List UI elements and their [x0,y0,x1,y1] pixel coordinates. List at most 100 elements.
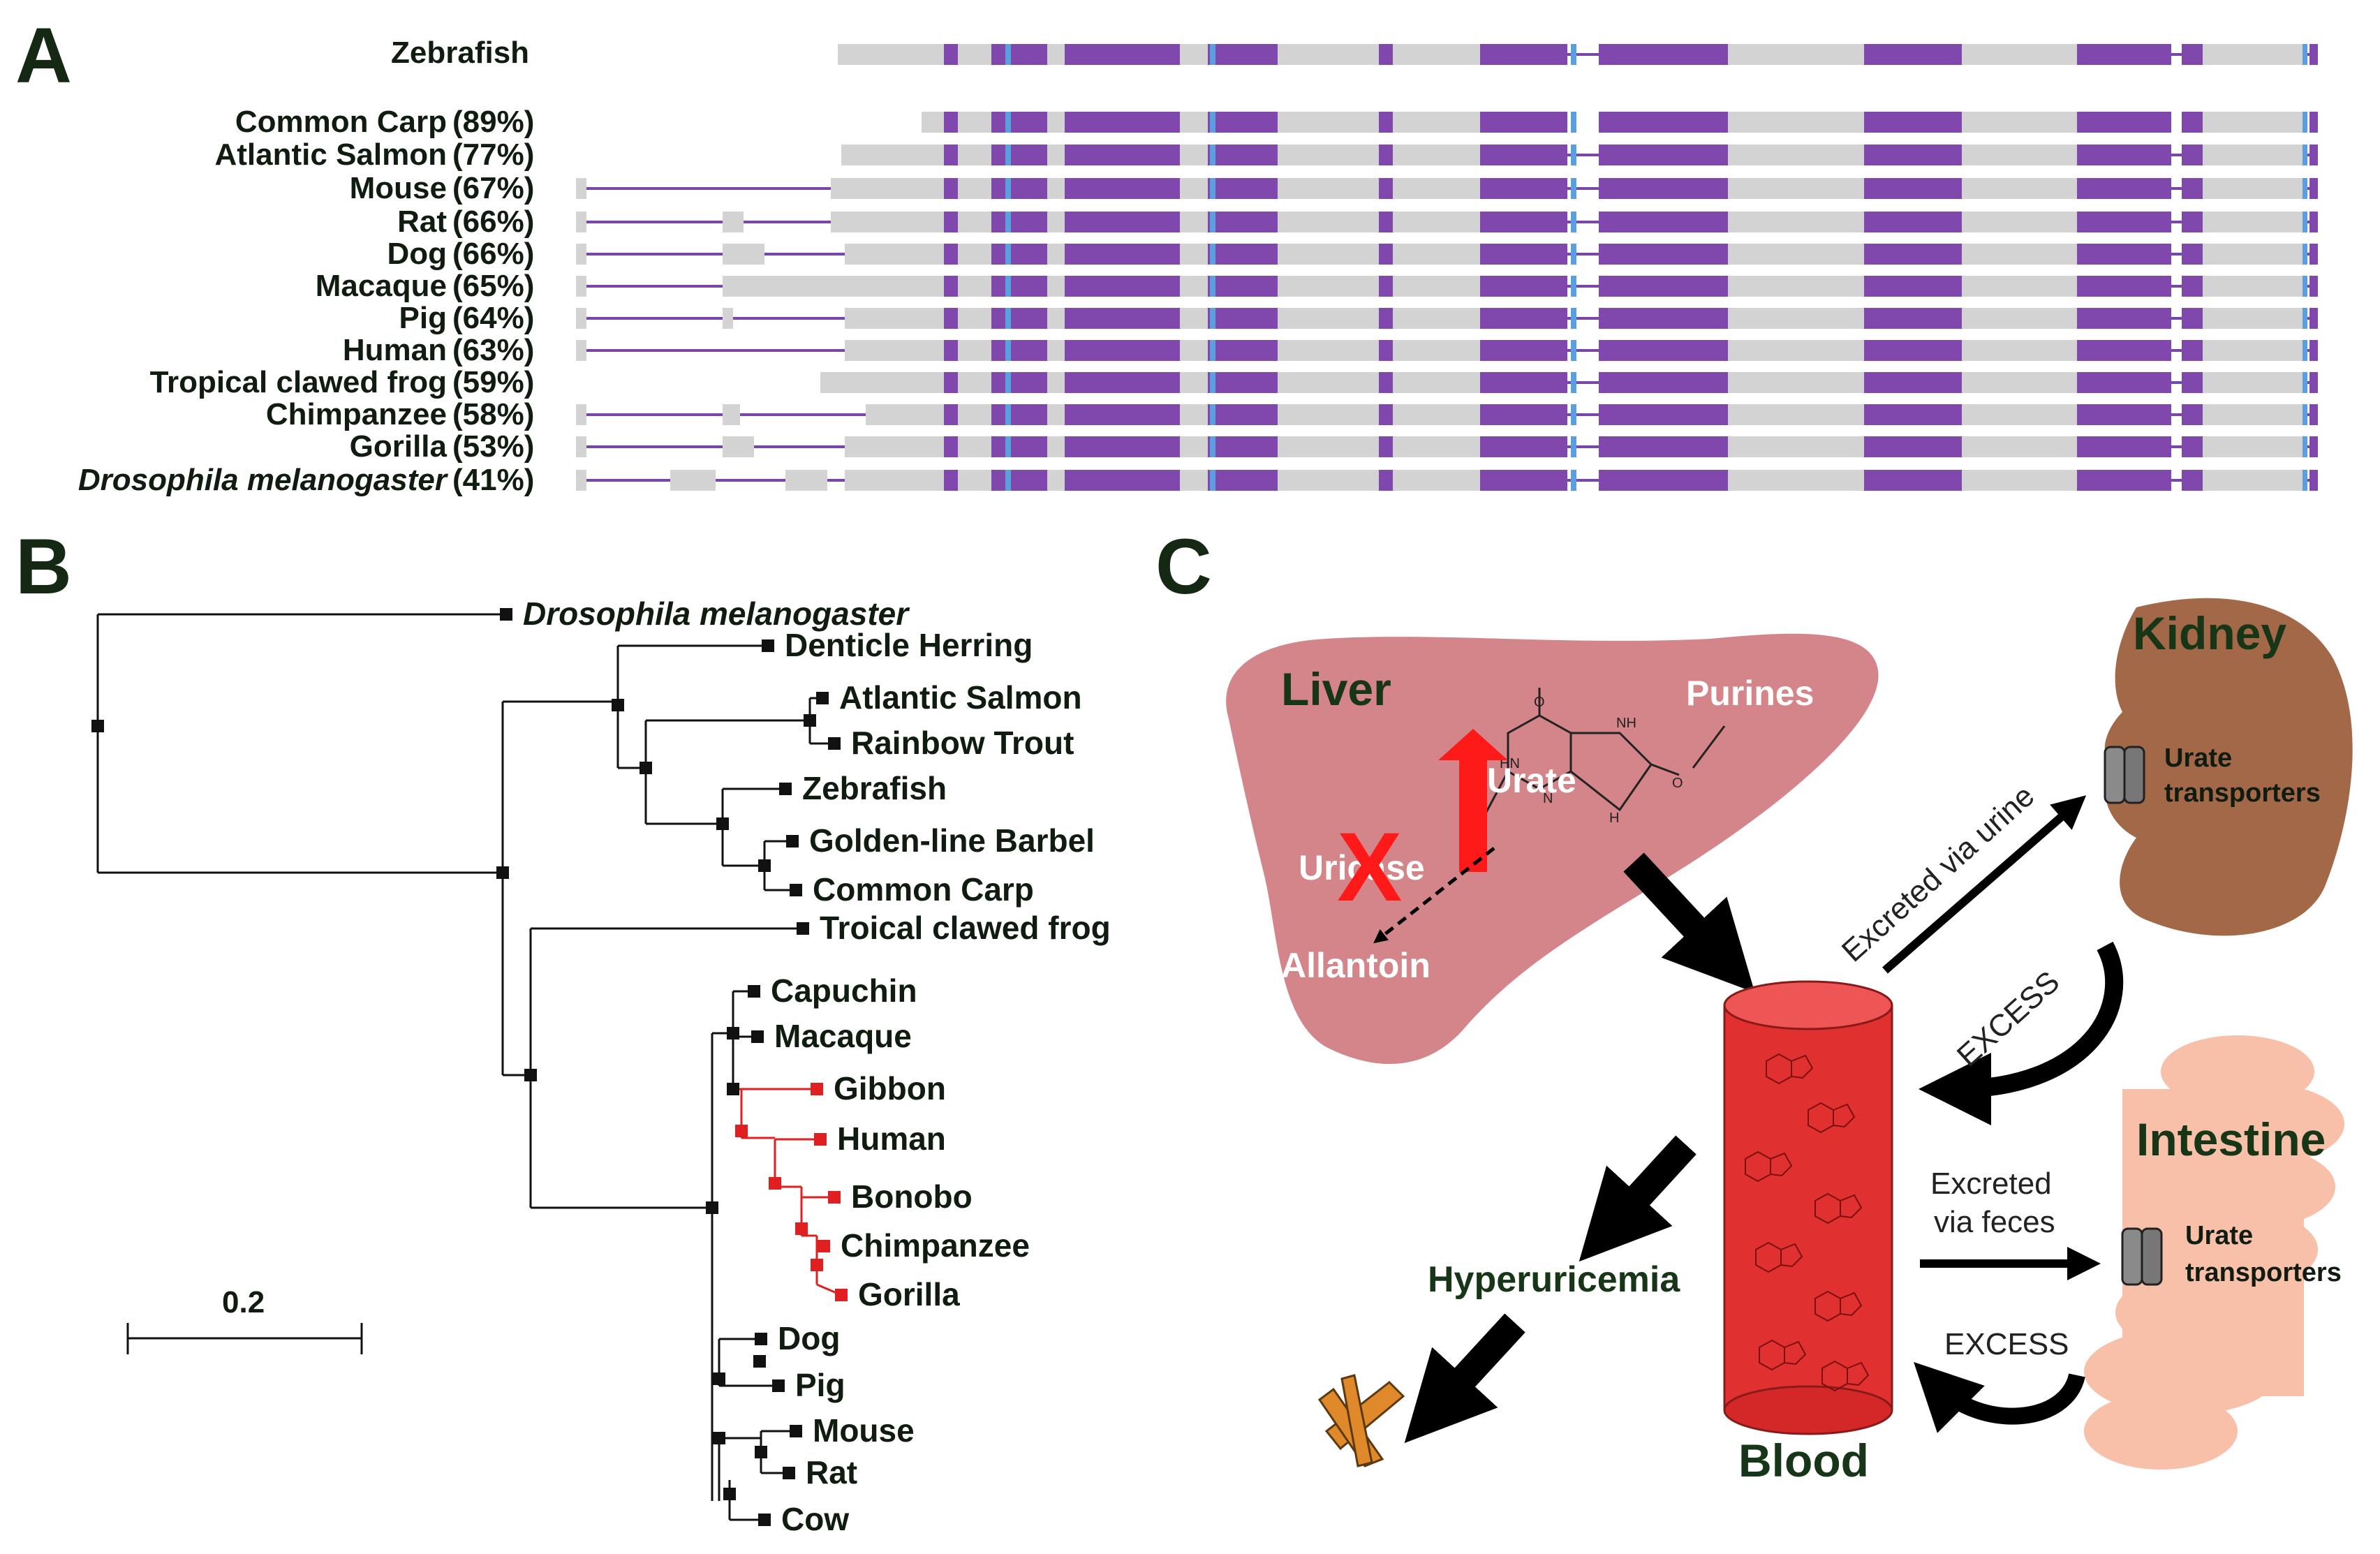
hyperuricemia-to-joint-arrow [1404,1313,1525,1444]
alignment-row [820,372,2318,393]
tree-taxon-label: Golden-line Barbel [809,822,1095,859]
tree-node [727,1083,739,1095]
species-identity-pct: (59%) [452,365,534,399]
tree-taxon-label: Drosophila melanogaster [523,595,910,632]
species-identity-pct: (58%) [452,397,534,431]
tree-node [828,737,841,750]
species-name: Atlantic Salmon [215,138,448,172]
intestine-urate-transporter-icon [2121,1227,2163,1286]
tree-node [790,1425,802,1437]
species-identity-pct: (53%) [452,429,534,464]
tree-taxon-label: Rainbow Trout [851,725,1074,761]
intestine-transporters-line2: transporters [2185,1258,2342,1287]
alignment-rows [576,44,2318,491]
intestine-label: Intestine [2136,1113,2326,1165]
alignment-row [576,308,2318,329]
tree-taxon-label: Bonobo [851,1178,973,1215]
species-identity-pct: (67%) [452,171,534,205]
species-name: Gorilla [350,429,448,464]
species-name: Common Carp [235,105,447,139]
tree-taxon-label: Common Carp [813,871,1034,908]
species-name: Tropical clawed frog [150,365,447,399]
kidney-excess-arrow [1919,941,2124,1125]
blood-vessel [1723,980,1893,1435]
alignment-row [576,404,2318,425]
tree-node [816,692,829,704]
tree-node [496,866,509,879]
blood-label: Blood [1738,1435,1869,1486]
alignment-row [922,112,2318,133]
urate-label: Urate [1487,761,1576,800]
intestine-excess-arrow [1914,1362,2085,1433]
uricase-label: Uricase [1299,848,1425,887]
tree-node [748,985,760,998]
intestine-shape [2084,1035,2344,1470]
tree-taxon-label: Rat [806,1454,857,1490]
tree-node [804,714,816,727]
tree-node [811,1083,823,1095]
kidney-transporters-line1: Urate [2164,743,2232,773]
svg-text:NH: NH [1616,716,1636,731]
excreted-feces-line2: via feces [1934,1205,2055,1239]
uricase-blocked-cross: X [1337,812,1402,922]
tree-node [755,1333,767,1345]
tree-node [706,1201,718,1214]
tree-taxon-label: Zebrafish [802,770,947,806]
tree-node [818,1240,830,1252]
urate-molecule [1479,688,1726,824]
dashed-arrow [1373,847,1495,944]
increase-arrow [1438,729,1508,872]
tree-node [91,720,104,732]
tree-node [723,1488,736,1500]
species-name: Macaque [316,269,447,303]
liver-shape [1226,633,1879,1064]
tree-taxon-label: Capuchin [771,972,917,1009]
tree-node [835,1289,848,1301]
alignment-row [576,470,2318,491]
species-name: Human [343,333,447,367]
svg-text:O: O [1672,776,1683,791]
species-identity-pct: (63%) [452,333,534,367]
tree-node [753,1355,766,1368]
alignment-row [576,244,2318,265]
alignment-row [576,340,2318,361]
panel-c-letter: C [1155,523,1212,610]
tree-taxon-label: Dog [778,1320,840,1356]
kidney-shape [2104,598,2353,936]
alignment-row [576,276,2318,297]
tree-node [795,1222,808,1235]
species-name: Drosophila melanogaster [78,463,449,497]
species-name: Pig [399,301,447,335]
tree-node [758,1514,771,1526]
alignment-row [576,178,2318,199]
tree-node [758,859,771,872]
liver-label: Liver [1281,663,1391,715]
kidney-urate-transporter-icon [2104,746,2145,804]
tree-node [751,1030,764,1043]
intestine-excess-label: EXCESS [1944,1327,2069,1361]
tree-taxon-label: Gorilla [858,1276,960,1312]
svg-text:O: O [1534,695,1545,710]
allantoin-label: Allantoin [1281,946,1431,985]
panel-a-letter: A [15,12,72,99]
excreted-feces-line1: Excreted [1930,1167,2052,1201]
tree-node [716,817,729,830]
species-name: Rat [397,205,447,239]
panel-b-letter: B [15,523,72,610]
alignment-row-zebrafish [838,44,2318,65]
tree-node [762,639,774,652]
tree-node [811,1259,823,1271]
species-identity-pct: (89%) [452,105,534,139]
kidney-transporters-line2: transporters [2164,778,2321,808]
excreted-urine-arrow [1882,795,2087,974]
svg-text:N: N [1543,791,1553,806]
species-identity-pct: (64%) [452,301,534,335]
liver-to-blood-arrow [1623,852,1755,993]
scale-bar-label: 0.2 [222,1285,265,1319]
tree-taxon-label: Atlantic Salmon [839,679,1082,716]
tree-taxon-label: Macaque [774,1018,912,1054]
